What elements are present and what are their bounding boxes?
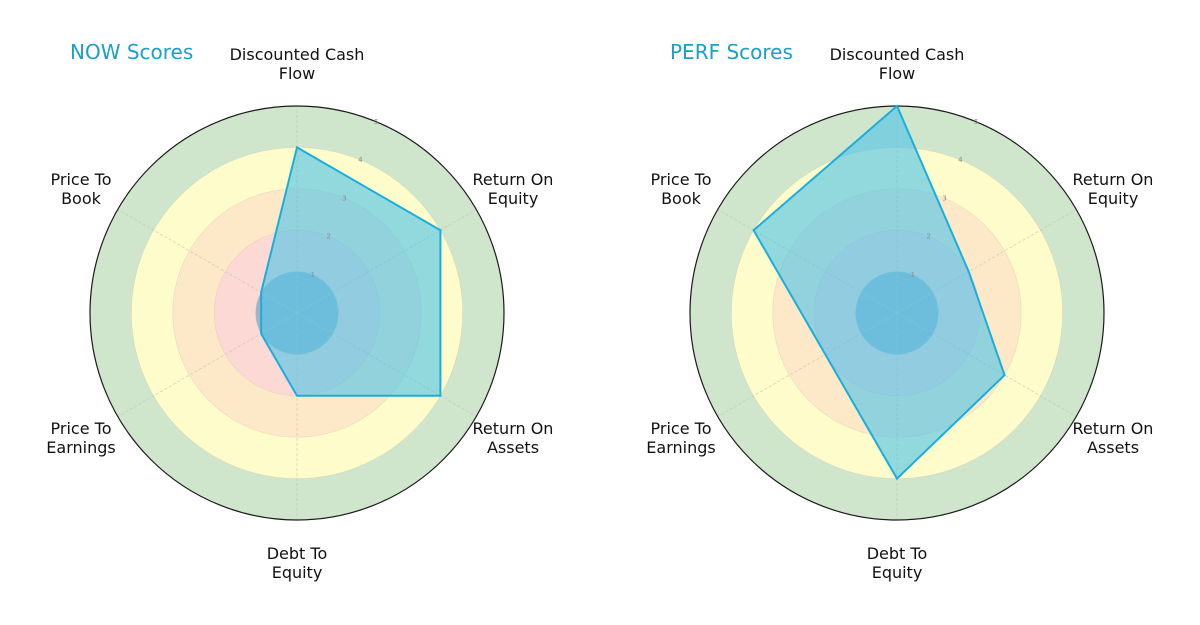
axis-spoke — [896, 209, 1077, 314]
axis-spoke — [717, 209, 898, 314]
now-scores-panel: 1 2 3 4 5 Discounted Cash Flow Return On Equity R… — [46, 40, 554, 582]
axis-label: Return On Assets — [1073, 419, 1154, 457]
axis-label: Price To Earnings — [46, 419, 115, 457]
axis-label: Return On Assets — [473, 419, 554, 457]
axis-label: Discounted Cash Flow — [830, 45, 965, 83]
axis-spoke — [296, 312, 477, 417]
axis-label: Debt To Equity — [867, 544, 928, 582]
axis-label: Price To Book — [51, 170, 112, 208]
axis-spoke — [896, 312, 1077, 417]
axis-spoke — [717, 312, 898, 417]
radial-tick-label: 4 — [958, 156, 963, 164]
axis-label: Price To Earnings — [646, 419, 715, 457]
perf-score-polygon — [752, 104, 1006, 481]
now-chart-title: NOW Scores — [70, 40, 194, 64]
radial-tick-label: 5 — [974, 118, 978, 126]
radial-tick-label: 4 — [358, 156, 363, 164]
perf-radar-chart: 1 2 3 4 5 Discounted Cash Flow Return On Equity R… — [646, 45, 1154, 582]
radial-tick-label: 1 — [311, 271, 315, 279]
axis-label: Price To Book — [651, 170, 712, 208]
radial-tick-label: 2 — [326, 233, 330, 241]
radial-tick-label: 1 — [911, 271, 915, 279]
radial-tick-label: 5 — [374, 118, 378, 126]
axis-label: Return On Equity — [473, 170, 554, 208]
axis-label: Debt To Equity — [267, 544, 328, 582]
perf-scores-panel: 1 2 3 4 5 Discounted Cash Flow Return On Equity R… — [600, 0, 1200, 625]
perf-chart-title: PERF Scores — [670, 40, 793, 64]
axis-spoke — [117, 312, 298, 417]
now-score-polygon — [260, 145, 442, 397]
axis-label: Discounted Cash Flow — [230, 45, 365, 83]
radial-tick-label: 3 — [942, 194, 946, 202]
axis-label: Return On Equity — [1073, 170, 1154, 208]
axis-spoke — [117, 209, 298, 314]
now-radar-chart: 1 2 3 4 5 Discounted Cash Flow Return On Equity R… — [46, 45, 554, 582]
outer-border — [89, 105, 505, 521]
axis-spoke — [296, 209, 477, 314]
radial-tick-label: 2 — [926, 233, 930, 241]
radial-tick-label: 3 — [342, 194, 346, 202]
